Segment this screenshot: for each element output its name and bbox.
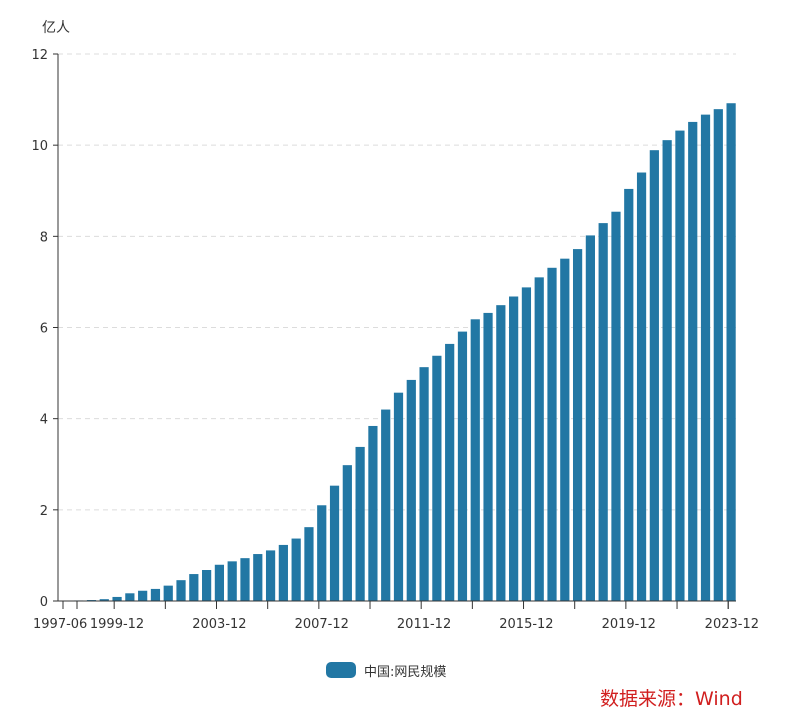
bar (291, 538, 301, 601)
bar (329, 485, 340, 601)
bar (355, 446, 365, 601)
bar (176, 580, 186, 601)
x-tick-label: 1997-06 (33, 617, 87, 632)
bar (189, 574, 199, 601)
bar (99, 599, 109, 601)
y-tick-label: 0 (40, 595, 48, 610)
bar (342, 465, 352, 601)
bar (163, 585, 173, 601)
bar (534, 277, 544, 601)
bar (304, 527, 314, 601)
bar (202, 570, 212, 601)
data-source-note: 数据来源：Wind (600, 688, 743, 710)
bar (368, 425, 378, 601)
bar (521, 287, 532, 601)
bar (138, 590, 148, 601)
bar (150, 588, 161, 601)
bar (432, 355, 442, 601)
bar (381, 409, 391, 601)
bar (406, 379, 416, 601)
y-axis: 0 2 4 6 8 10 12 (31, 48, 59, 610)
y-tick-label: 6 (40, 322, 48, 337)
bar (598, 223, 608, 601)
y-tick-label: 12 (31, 48, 48, 63)
legend[interactable]: 中国:网民规模 (326, 661, 447, 680)
bar (509, 296, 519, 601)
bar (240, 558, 250, 601)
y-axis-label: 亿人 (42, 20, 70, 36)
bar-series (61, 103, 736, 602)
bar (278, 544, 288, 601)
x-tick-label: 2011-12 (397, 617, 451, 632)
bar (419, 367, 429, 601)
bar (700, 114, 711, 602)
bar (636, 172, 647, 601)
y-tick-label: 8 (40, 230, 48, 245)
bar (572, 249, 583, 601)
bar (611, 211, 621, 602)
bar (470, 319, 480, 601)
bar (662, 140, 672, 601)
bar (675, 130, 685, 601)
x-tick-label: 2015-12 (499, 617, 553, 632)
bar (688, 121, 698, 602)
x-tick-label: 2019-12 (602, 617, 656, 632)
bar (560, 258, 570, 601)
bar (265, 550, 276, 601)
x-axis: 1997-06 1999-12 2003-12 2007-12 2011-12 2015-… (33, 600, 759, 632)
bar-chart: 0 2 4 6 8 10 12 1997-06 1999-12 2003-12 2007-12 20… (31, 20, 759, 632)
bar (496, 305, 506, 601)
bar (214, 564, 225, 601)
bar (624, 188, 634, 601)
bar (585, 235, 595, 601)
bar (457, 331, 468, 601)
grid-lines (58, 53, 736, 511)
bar (112, 596, 122, 601)
bar (713, 109, 723, 602)
x-tick-label: 2007-12 (295, 617, 349, 632)
y-tick-label: 4 (40, 413, 48, 428)
bar (253, 554, 263, 601)
bar (483, 312, 493, 601)
bar (317, 505, 327, 601)
bar (547, 267, 557, 601)
x-tick-label: 2003-12 (192, 617, 246, 632)
bar (445, 343, 455, 601)
bar (125, 593, 135, 601)
x-tick-label: 1999-12 (90, 617, 144, 632)
bar (726, 103, 736, 601)
bar (393, 392, 404, 601)
x-tick-label: 2023-12 (705, 617, 759, 632)
legend-swatch (326, 662, 356, 678)
bar (649, 150, 659, 601)
y-tick-label: 10 (31, 139, 48, 154)
legend-label: 中国:网民规模 (364, 664, 447, 680)
bar (227, 561, 237, 601)
y-tick-label: 2 (40, 504, 48, 519)
